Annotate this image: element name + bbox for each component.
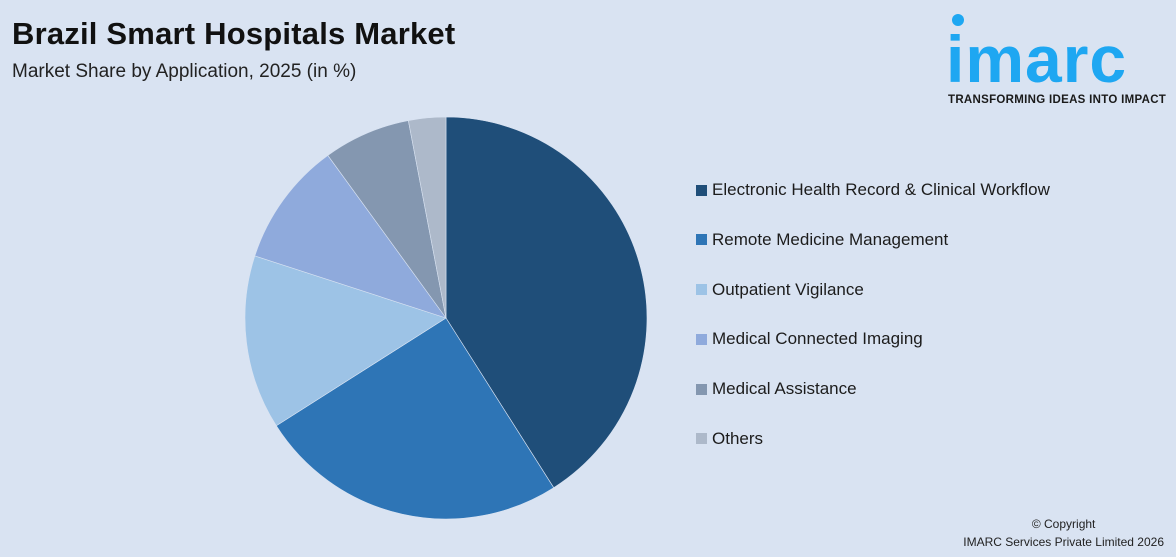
copyright-notice: © Copyright IMARC Services Private Limit…	[963, 515, 1164, 551]
legend-label: Electronic Health Record & Clinical Work…	[712, 180, 1050, 199]
legend-item: Electronic Health Record & Clinical Work…	[696, 178, 1050, 202]
pie-slice-outpatient-vigilance	[244, 255, 447, 427]
logo-wordmark: imarc	[946, 22, 1128, 96]
legend-item: Remote Medicine Management	[696, 228, 1050, 252]
logo-dot-icon	[952, 14, 964, 26]
chart-title: Brazil Smart Hospitals Market	[12, 16, 456, 51]
legend-swatch-icon	[696, 234, 707, 246]
legend-swatch-icon	[696, 184, 707, 196]
legend-label: Medical Assistance	[712, 379, 857, 399]
legend-swatch-icon	[696, 383, 707, 395]
copyright-line-2: IMARC Services Private Limited 2026	[963, 535, 1164, 549]
legend-label: Medical Connected Imaging	[712, 329, 923, 349]
legend-item: Outpatient Vigilance	[696, 278, 1050, 302]
legend-label: Remote Medicine Management	[712, 229, 949, 249]
copyright-line-1: © Copyright	[1031, 517, 1096, 531]
pie-slice-remote-medicine-management	[275, 317, 555, 520]
pie-slice-medical-connected-imaging	[254, 154, 447, 319]
legend-swatch-icon	[696, 333, 707, 345]
pie-slice-others	[407, 116, 447, 319]
legend-swatch-icon	[696, 284, 707, 296]
legend-item: Medical Assistance	[696, 377, 1050, 401]
chart-legend: Electronic Health Record & Clinical Work…	[696, 178, 1050, 477]
legend-label: Outpatient Vigilance	[712, 279, 864, 299]
legend-item: Medical Connected Imaging	[696, 327, 1050, 351]
chart-subtitle: Market Share by Application, 2025 (in %)	[12, 61, 357, 82]
imarc-logo: imarc TRANSFORMING IDEAS INTO IMPACT	[946, 10, 1172, 110]
legend-item: Others	[696, 427, 1050, 451]
legend-label: Others	[712, 428, 764, 448]
pie-slice-electronic-health-record-clinical-workflow	[445, 116, 648, 489]
logo-tagline: TRANSFORMING IDEAS INTO IMPACT	[948, 94, 1167, 106]
legend-swatch-icon	[696, 433, 707, 445]
